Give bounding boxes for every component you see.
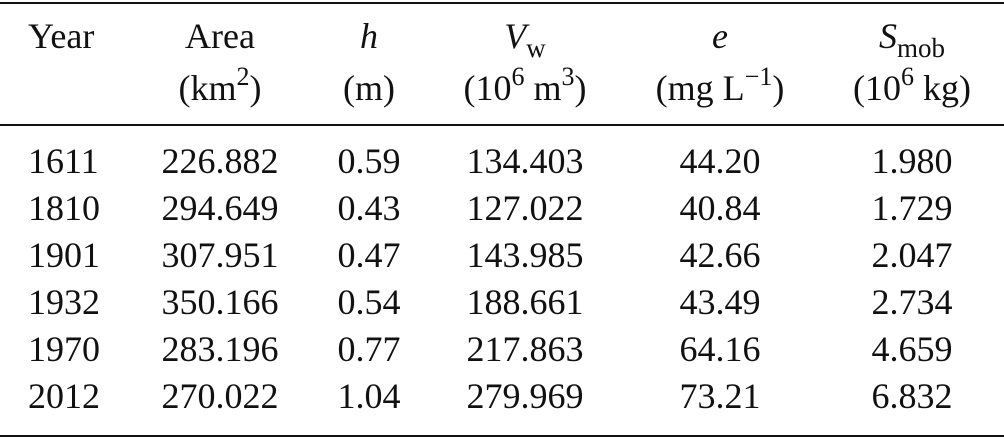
cell-e: 73.21 bbox=[679, 376, 761, 416]
vw-unit-m: m bbox=[524, 68, 562, 108]
smob-unit-exponent: 6 bbox=[901, 62, 914, 91]
header-year: Year bbox=[28, 16, 95, 56]
header-h-unit: (m) bbox=[343, 68, 395, 108]
cell-smob: 6.832 bbox=[871, 376, 953, 416]
header-area-unit: (km2) bbox=[178, 62, 262, 109]
header-vw-unit: (106 m3) bbox=[463, 62, 587, 109]
header-vw-symbol: V bbox=[504, 16, 527, 56]
header-rule bbox=[0, 124, 1004, 126]
vw-unit-exponent: 6 bbox=[511, 62, 525, 91]
header-e-unit: (mg L−1) bbox=[655, 62, 785, 109]
cell-year: 1932 bbox=[28, 282, 100, 322]
cell-smob: 2.047 bbox=[871, 235, 953, 275]
table-row: 2012 270.022 1.04 279.969 73.21 6.832 bbox=[0, 376, 1004, 416]
cell-e: 64.16 bbox=[679, 329, 761, 369]
cell-area: 226.882 bbox=[161, 141, 279, 181]
cell-e: 40.84 bbox=[679, 188, 761, 228]
cell-year: 1611 bbox=[28, 141, 99, 181]
cell-smob: 1.729 bbox=[871, 188, 953, 228]
header-h-symbol: h bbox=[360, 16, 378, 56]
cell-vw: 143.985 bbox=[466, 235, 584, 275]
header-vw-subscript: w bbox=[526, 33, 546, 63]
table-row: 1810 294.649 0.43 127.022 40.84 1.729 bbox=[0, 188, 1004, 228]
header-e-symbol: e bbox=[712, 16, 728, 56]
cell-year: 1810 bbox=[28, 188, 100, 228]
cell-smob: 1.980 bbox=[871, 141, 953, 181]
cell-vw: 188.661 bbox=[466, 282, 584, 322]
cell-year: 1901 bbox=[28, 235, 100, 275]
header-row-units: (km2) (m) (106 m3) (mg L−1) (106 kg) bbox=[0, 62, 1004, 109]
cell-vw: 279.969 bbox=[466, 376, 584, 416]
cell-vw: 134.403 bbox=[466, 141, 584, 181]
cell-vw: 127.022 bbox=[466, 188, 584, 228]
cell-year: 1970 bbox=[28, 329, 100, 369]
cell-area: 350.166 bbox=[161, 282, 279, 322]
vw-unit-base: (10 bbox=[463, 68, 512, 108]
cell-e: 44.20 bbox=[679, 141, 761, 181]
e-unit-close: ) bbox=[772, 68, 785, 108]
smob-unit-base: (10 bbox=[853, 68, 901, 108]
cell-h: 0.59 bbox=[337, 141, 401, 181]
header-vw: Vw bbox=[504, 15, 546, 63]
top-rule bbox=[0, 2, 1004, 4]
cell-vw: 217.863 bbox=[466, 329, 584, 369]
cell-h: 0.43 bbox=[337, 188, 401, 228]
e-unit-base: (mg L bbox=[655, 68, 745, 108]
cell-area: 307.951 bbox=[161, 235, 279, 275]
cell-area: 283.196 bbox=[161, 329, 279, 369]
e-unit-exponent: −1 bbox=[744, 62, 773, 91]
area-unit-exponent: 2 bbox=[236, 62, 250, 91]
vw-unit-m-exponent: 3 bbox=[561, 62, 575, 91]
cell-h: 1.04 bbox=[337, 376, 401, 416]
cell-smob: 2.734 bbox=[871, 282, 953, 322]
cell-e: 42.66 bbox=[679, 235, 761, 275]
header-area: Area bbox=[185, 16, 255, 56]
header-smob: Smob bbox=[878, 15, 945, 63]
header-smob-unit: (106 kg) bbox=[853, 62, 971, 109]
cell-year: 2012 bbox=[28, 376, 100, 416]
header-smob-symbol: S bbox=[878, 16, 897, 56]
header-row-names: Year Area h Vw e Smob bbox=[0, 15, 1004, 63]
table-row: 1932 350.166 0.54 188.661 43.49 2.734 bbox=[0, 282, 1004, 322]
bottom-rule bbox=[0, 435, 1004, 437]
cell-area: 270.022 bbox=[161, 376, 279, 416]
table-row: 1901 307.951 0.47 143.985 42.66 2.047 bbox=[0, 235, 1004, 275]
area-unit-base: (km bbox=[178, 68, 237, 108]
table-row: 1970 283.196 0.77 217.863 64.16 4.659 bbox=[0, 329, 1004, 369]
cell-e: 43.49 bbox=[679, 282, 761, 322]
vw-unit-close: ) bbox=[574, 68, 587, 108]
cell-smob: 4.659 bbox=[871, 329, 953, 369]
table-row: 1611 226.882 0.59 134.403 44.20 1.980 bbox=[0, 141, 1004, 181]
cell-h: 0.47 bbox=[337, 235, 401, 275]
cell-h: 0.54 bbox=[337, 282, 401, 322]
smob-unit-close: kg) bbox=[914, 68, 971, 108]
header-smob-subscript: mob bbox=[896, 33, 946, 63]
area-unit-close: ) bbox=[249, 68, 262, 108]
cell-area: 294.649 bbox=[161, 188, 279, 228]
cell-h: 0.77 bbox=[337, 329, 401, 369]
